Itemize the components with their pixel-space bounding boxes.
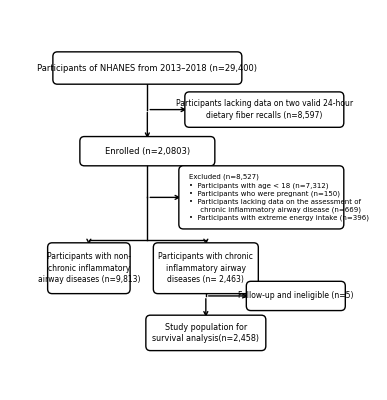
FancyBboxPatch shape (80, 136, 215, 166)
FancyBboxPatch shape (185, 92, 344, 127)
Text: Follow-up and ineligible (n=5): Follow-up and ineligible (n=5) (238, 292, 354, 300)
FancyBboxPatch shape (146, 315, 266, 351)
FancyBboxPatch shape (53, 52, 242, 84)
Text: Participants with chronic
inflammatory airway
diseases (n= 2,463): Participants with chronic inflammatory a… (158, 252, 253, 284)
FancyBboxPatch shape (153, 243, 259, 294)
FancyBboxPatch shape (246, 281, 345, 310)
Text: Participants of NHANES from 2013–2018 (n=29,400): Participants of NHANES from 2013–2018 (n… (38, 64, 257, 72)
Text: Enrolled (n=2,0803): Enrolled (n=2,0803) (105, 147, 190, 156)
Text: Participants lacking data on two valid 24-hour
dietary fiber recalls (n=8,597): Participants lacking data on two valid 2… (176, 99, 353, 120)
FancyBboxPatch shape (48, 243, 130, 294)
FancyBboxPatch shape (179, 166, 344, 229)
Text: Study population for
survival analysis(n=2,458): Study population for survival analysis(n… (152, 323, 259, 343)
Text: Participants with non-
chronic inflammatory
airway diseases (n=9,813): Participants with non- chronic inflammat… (38, 252, 140, 284)
Text: Excluded (n=8,527)
•  Participants with age < 18 (n=7,312)
•  Participants who w: Excluded (n=8,527) • Participants with a… (189, 174, 369, 221)
